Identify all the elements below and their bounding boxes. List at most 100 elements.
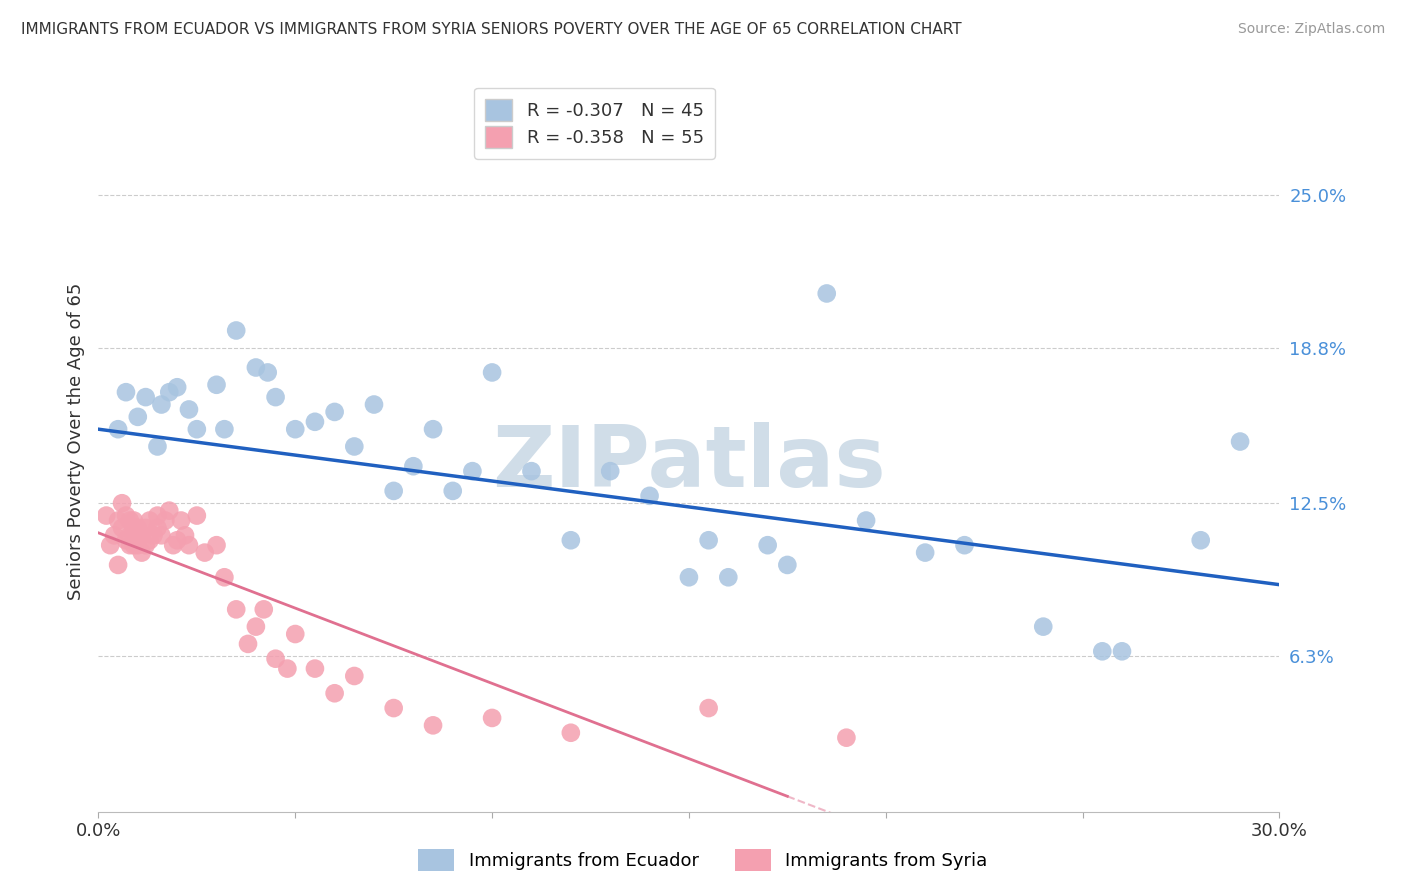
Point — [150, 528, 173, 542]
Point — [103, 528, 125, 542]
Point — [1229, 434, 1251, 449]
Point — [107, 558, 129, 572]
Point — [678, 570, 700, 584]
Point — [717, 570, 740, 584]
Point — [304, 662, 326, 676]
Point — [697, 701, 720, 715]
Point — [697, 533, 720, 548]
Point — [186, 508, 208, 523]
Point — [638, 489, 661, 503]
Point — [155, 514, 177, 528]
Point — [146, 440, 169, 454]
Point — [520, 464, 543, 478]
Point — [146, 508, 169, 523]
Point — [441, 483, 464, 498]
Legend: Immigrants from Ecuador, Immigrants from Syria: Immigrants from Ecuador, Immigrants from… — [411, 842, 995, 879]
Point — [118, 528, 141, 542]
Point — [914, 546, 936, 560]
Point — [138, 533, 160, 548]
Point — [560, 725, 582, 739]
Point — [162, 538, 184, 552]
Point — [422, 422, 444, 436]
Point — [363, 398, 385, 412]
Point — [953, 538, 976, 552]
Point — [107, 514, 129, 528]
Point — [115, 385, 138, 400]
Point — [157, 503, 180, 517]
Point — [481, 711, 503, 725]
Point — [118, 514, 141, 528]
Point — [756, 538, 779, 552]
Point — [225, 602, 247, 616]
Point — [560, 533, 582, 548]
Point — [107, 422, 129, 436]
Point — [111, 521, 134, 535]
Point — [323, 686, 346, 700]
Y-axis label: Seniors Poverty Over the Age of 65: Seniors Poverty Over the Age of 65 — [66, 283, 84, 600]
Point — [157, 385, 180, 400]
Point — [142, 528, 165, 542]
Point — [1111, 644, 1133, 658]
Point — [135, 390, 157, 404]
Point — [276, 662, 298, 676]
Point — [382, 701, 405, 715]
Point — [1091, 644, 1114, 658]
Legend: R = -0.307   N = 45, R = -0.358   N = 55: R = -0.307 N = 45, R = -0.358 N = 55 — [474, 87, 714, 159]
Point — [343, 440, 366, 454]
Point — [150, 398, 173, 412]
Point — [115, 533, 138, 548]
Point — [776, 558, 799, 572]
Point — [599, 464, 621, 478]
Point — [205, 377, 228, 392]
Point — [1032, 619, 1054, 633]
Point — [264, 390, 287, 404]
Point — [323, 405, 346, 419]
Point — [166, 533, 188, 548]
Point — [115, 508, 138, 523]
Point — [284, 422, 307, 436]
Point — [264, 651, 287, 665]
Text: Source: ZipAtlas.com: Source: ZipAtlas.com — [1237, 22, 1385, 37]
Point — [131, 546, 153, 560]
Point — [127, 533, 149, 548]
Point — [127, 538, 149, 552]
Point — [205, 538, 228, 552]
Point — [177, 538, 200, 552]
Point — [122, 521, 145, 535]
Point — [815, 286, 838, 301]
Point — [186, 422, 208, 436]
Point — [256, 366, 278, 380]
Point — [382, 483, 405, 498]
Point — [111, 496, 134, 510]
Point — [135, 538, 157, 552]
Point — [118, 538, 141, 552]
Point — [245, 360, 267, 375]
Point — [170, 514, 193, 528]
Point — [135, 521, 157, 535]
Point — [131, 528, 153, 542]
Text: IMMIGRANTS FROM ECUADOR VS IMMIGRANTS FROM SYRIA SENIORS POVERTY OVER THE AGE OF: IMMIGRANTS FROM ECUADOR VS IMMIGRANTS FR… — [21, 22, 962, 37]
Point — [253, 602, 276, 616]
Point — [245, 619, 267, 633]
Point — [174, 528, 197, 542]
Point — [304, 415, 326, 429]
Text: ZIPatlas: ZIPatlas — [492, 422, 886, 505]
Point — [214, 570, 236, 584]
Point — [225, 324, 247, 338]
Point — [1189, 533, 1212, 548]
Point — [127, 409, 149, 424]
Point — [194, 546, 217, 560]
Point — [96, 508, 118, 523]
Point — [138, 514, 160, 528]
Point — [122, 538, 145, 552]
Point — [177, 402, 200, 417]
Point — [214, 422, 236, 436]
Point — [127, 521, 149, 535]
Point — [835, 731, 858, 745]
Point — [461, 464, 484, 478]
Point — [166, 380, 188, 394]
Point — [402, 459, 425, 474]
Point — [855, 514, 877, 528]
Point — [343, 669, 366, 683]
Point — [122, 514, 145, 528]
